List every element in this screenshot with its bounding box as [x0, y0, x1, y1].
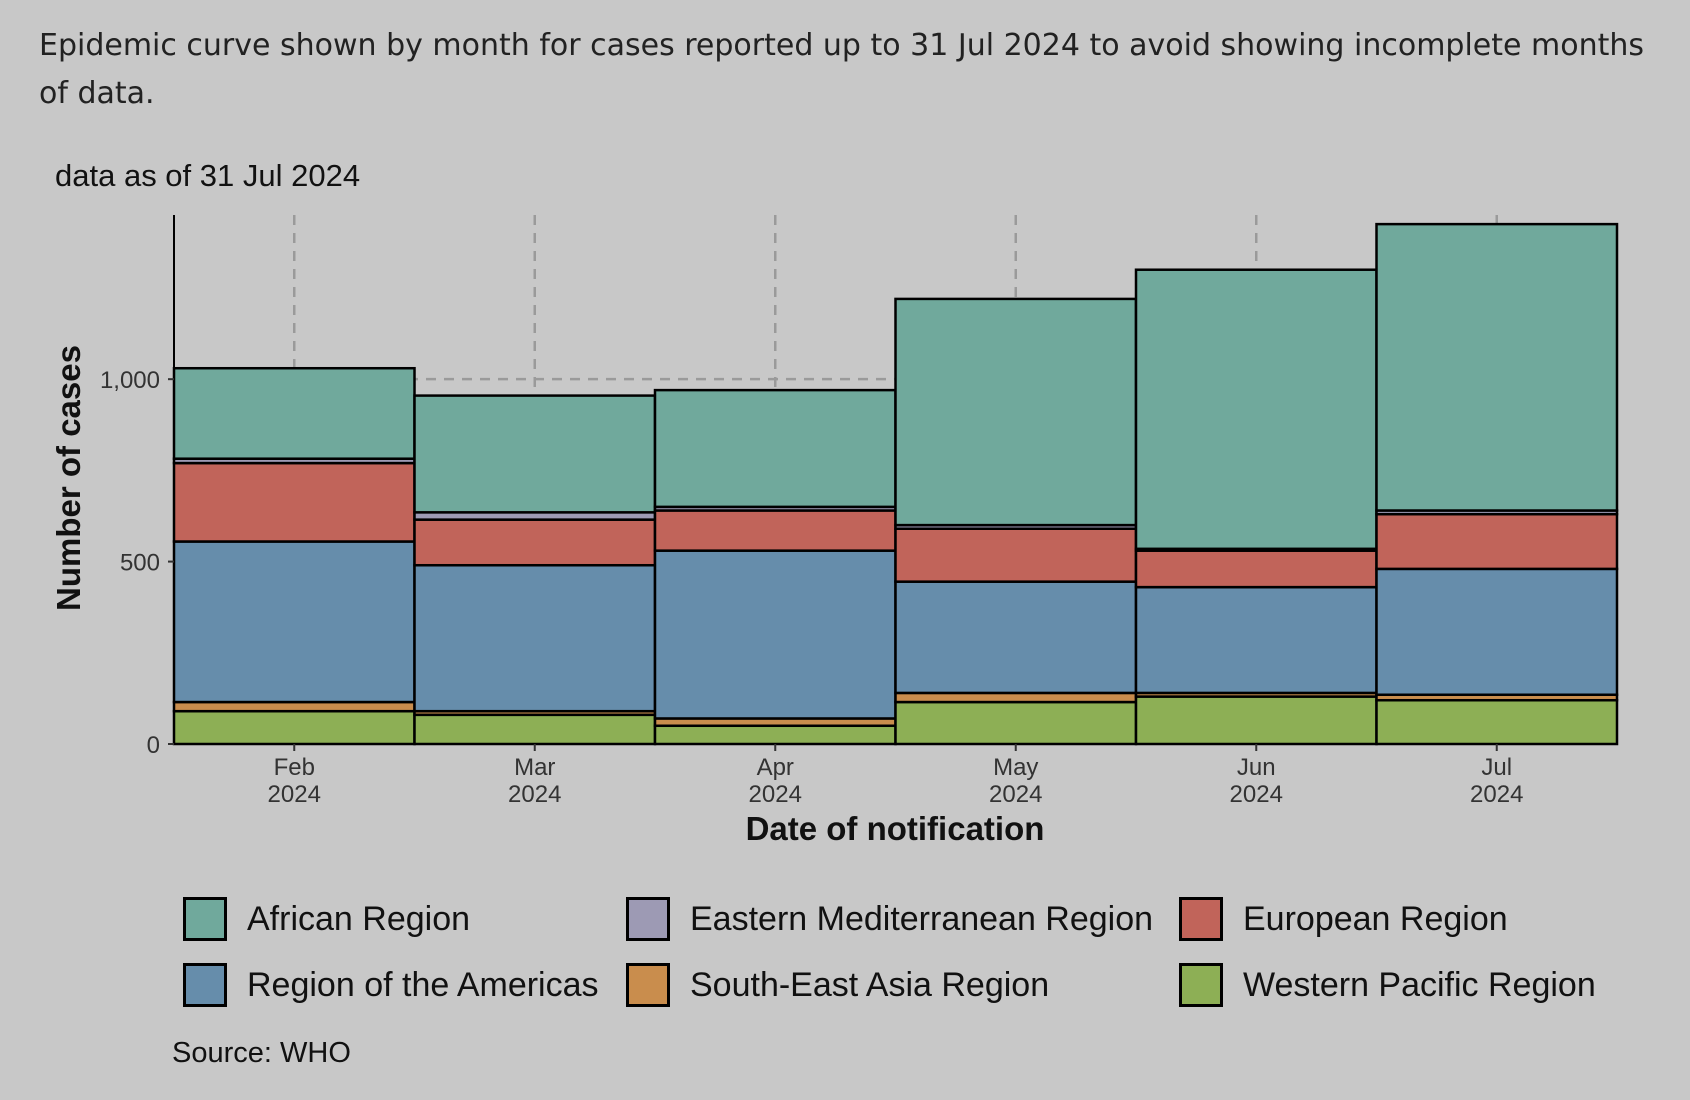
bar-segment — [1134, 695, 1378, 746]
legend-item: European Region — [1179, 895, 1619, 943]
x-tick-label: May 2024 — [989, 754, 1042, 808]
legend-label: Region of the Americas — [247, 965, 599, 1004]
bar-segment — [653, 724, 897, 746]
legend-label: European Region — [1243, 899, 1508, 938]
legend-swatch — [183, 897, 227, 941]
intro-paragraph: Epidemic curve shown by month for cases … — [39, 28, 1645, 111]
legend-swatch — [1179, 963, 1223, 1007]
legend-swatch — [626, 897, 670, 941]
legend-swatch — [183, 963, 227, 1007]
legend-item: South-East Asia Region — [626, 961, 1179, 1009]
legend-label: South-East Asia Region — [690, 965, 1050, 1004]
source-note: Source: WHO — [172, 1037, 351, 1069]
bar-segment — [1134, 268, 1378, 551]
bar-segment — [894, 297, 1138, 527]
legend-label: African Region — [247, 899, 471, 938]
bar-segment — [172, 461, 416, 543]
bar-segment — [1375, 512, 1619, 571]
bar-segment — [653, 509, 897, 552]
y-tick-label: 0 — [147, 732, 160, 759]
bar-segment — [653, 388, 897, 509]
bar-segment — [1134, 585, 1378, 695]
x-tick-label: Jul 2024 — [1470, 754, 1523, 808]
epidemic-curve-chart: 0 500 1,000 Feb 2024 Mar 2024 Apr 2024 May 2024 Jun… — [50, 215, 1619, 847]
legend-swatch — [1179, 897, 1223, 941]
legend-label: Western Pacific Region — [1243, 965, 1596, 1004]
x-tick-label: Mar 2024 — [508, 754, 561, 808]
bar-segment — [894, 527, 1138, 583]
bar-segment — [413, 394, 657, 514]
bar-segment — [172, 709, 416, 746]
x-tick-label: Jun 2024 — [1230, 754, 1283, 808]
y-tick-label: 1,000 — [100, 367, 160, 394]
bar-segment — [894, 700, 1138, 746]
bar-segment — [1375, 222, 1619, 512]
x-axis-label: Date of notification — [746, 810, 1045, 847]
x-tick-label: Feb 2024 — [268, 754, 321, 808]
y-tick-label: 500 — [120, 550, 160, 577]
bar-segment — [172, 366, 416, 460]
bar-segment — [413, 563, 657, 713]
bar-segment — [1134, 549, 1378, 589]
bar-segment — [413, 518, 657, 567]
chart-subtitle: data as of 31 Jul 2024 — [55, 158, 361, 193]
bar-segment — [653, 549, 897, 720]
bar-segment — [172, 540, 416, 704]
bar-segment — [1375, 698, 1619, 746]
legend: African Region Eastern Mediterranean Regi… — [183, 895, 1619, 1009]
legend-item: African Region — [183, 895, 626, 943]
y-axis-label: Number of cases — [50, 345, 87, 611]
legend-label: Eastern Mediterranean Region — [690, 899, 1154, 938]
bar-segment — [172, 700, 416, 713]
bars — [172, 222, 1619, 746]
legend-item: Eastern Mediterranean Region — [626, 895, 1179, 943]
legend-item: Region of the Americas — [183, 961, 626, 1009]
axes: 0 500 1,000 Feb 2024 Mar 2024 Apr 2024 May 2024 Jun… — [100, 215, 1617, 808]
bar-segment — [1375, 567, 1619, 696]
legend-item: Western Pacific Region — [1179, 961, 1619, 1009]
bar-segment — [413, 713, 657, 746]
bar-segment — [894, 691, 1138, 704]
bar-segment — [894, 580, 1138, 695]
legend-swatch — [626, 963, 670, 1007]
x-tick-label: Apr 2024 — [749, 754, 802, 808]
